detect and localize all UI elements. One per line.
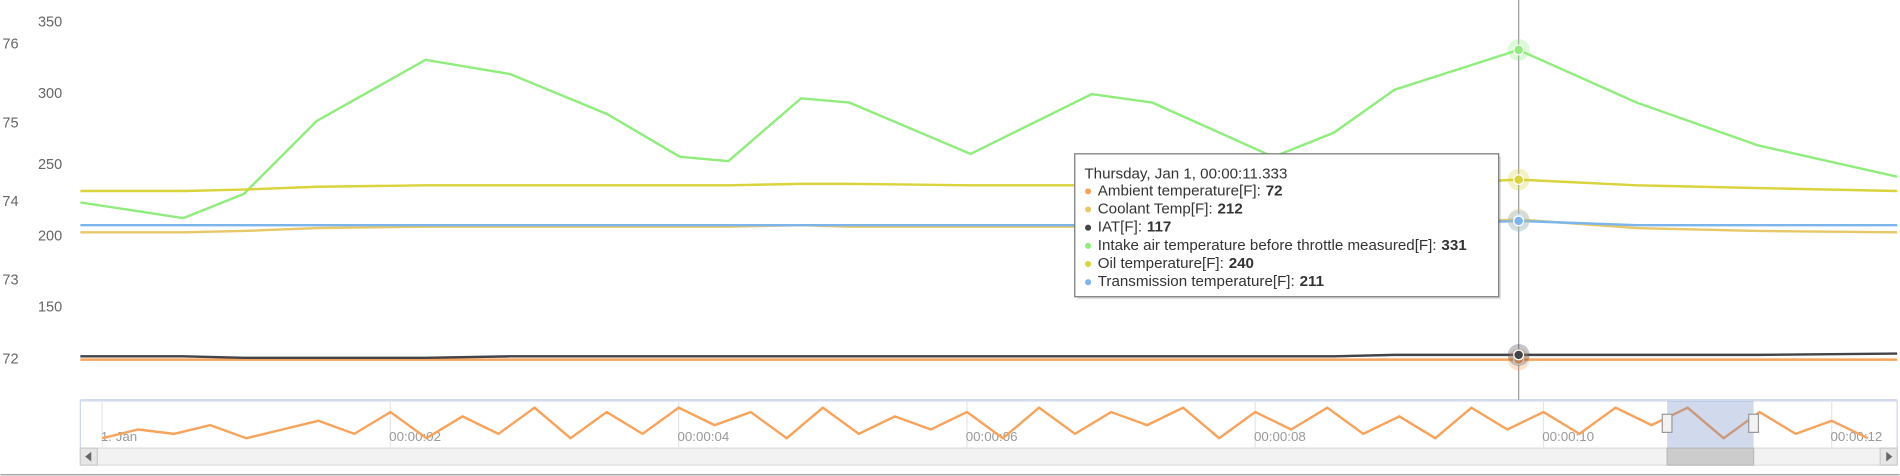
tooltip-value: 211 bbox=[1300, 273, 1324, 290]
tooltip-separator: : bbox=[1432, 237, 1436, 254]
scrollbar-thumb[interactable] bbox=[1666, 447, 1755, 466]
navigator-tick-label: 00:00:02 bbox=[389, 429, 441, 444]
y2-tick-label: 76 bbox=[2, 37, 18, 53]
tooltip-value: 117 bbox=[1147, 219, 1171, 236]
y2-tick-label: 74 bbox=[2, 194, 18, 210]
tooltip-name: Intake air temperature before throttle m… bbox=[1098, 237, 1433, 254]
navigator-mask bbox=[1667, 400, 1754, 449]
navigator-line bbox=[101, 406, 1869, 440]
y-tick-label: 300 bbox=[38, 86, 62, 102]
navigator-tick-label: 00:00:12 bbox=[1831, 429, 1883, 444]
tooltip-name: Ambient temperature[F] bbox=[1098, 182, 1257, 199]
tooltip-bullet bbox=[1085, 279, 1092, 286]
tooltip-item: IAT[F]: 117 bbox=[1098, 219, 1172, 236]
y-tick-label: 350 bbox=[38, 15, 62, 31]
arrow-right bbox=[1886, 451, 1893, 462]
y-tick-label: 200 bbox=[38, 228, 62, 244]
tooltip-value: 331 bbox=[1441, 237, 1466, 254]
tooltip-bullet bbox=[1085, 261, 1092, 268]
scrollbar-track[interactable] bbox=[79, 447, 1898, 466]
hover-point bbox=[1513, 215, 1525, 227]
hover-point bbox=[1513, 349, 1525, 361]
hover-point bbox=[1513, 44, 1525, 56]
y-tick-label: 150 bbox=[38, 300, 62, 316]
tooltip-name: Transmission temperature[F] bbox=[1098, 273, 1291, 290]
y2-tick-label: 73 bbox=[2, 273, 18, 289]
y2-tick-label: 72 bbox=[2, 351, 18, 367]
tooltip-bullet bbox=[1085, 188, 1092, 195]
tooltip-separator: : bbox=[1257, 182, 1261, 199]
navigator-tick-label: 00:00:04 bbox=[677, 429, 729, 444]
arrow-left bbox=[85, 451, 92, 462]
tooltip-name: Coolant Temp[F] bbox=[1098, 201, 1209, 218]
tooltip-separator: : bbox=[1291, 273, 1295, 290]
tooltip-bullet bbox=[1085, 224, 1092, 231]
tooltip-separator: : bbox=[1138, 219, 1142, 236]
tooltip-value: 72 bbox=[1266, 182, 1283, 199]
navigator-tick-label: 00:00:06 bbox=[966, 429, 1018, 444]
y-tick-label: 250 bbox=[38, 157, 62, 173]
navigator-handle[interactable] bbox=[1748, 413, 1760, 434]
tooltip-value: 212 bbox=[1218, 201, 1243, 218]
tooltip-item: Transmission temperature[F]: 211 bbox=[1098, 273, 1324, 290]
hover-point bbox=[1513, 174, 1525, 186]
series-line bbox=[80, 352, 1898, 359]
tooltip-item: Intake air temperature before throttle m… bbox=[1098, 237, 1467, 254]
tooltip-bullet bbox=[1085, 242, 1092, 249]
tooltip-separator: : bbox=[1208, 201, 1212, 218]
tooltip-item: Oil temperature[F]: 240 bbox=[1098, 255, 1254, 272]
navigator-handle[interactable] bbox=[1661, 413, 1673, 434]
tooltip-bullet bbox=[1085, 206, 1092, 213]
series-line bbox=[80, 178, 1898, 193]
tooltip-item: Coolant Temp[F]: 212 bbox=[1098, 201, 1243, 218]
tooltip-value: 240 bbox=[1229, 255, 1254, 272]
y2-tick-label: 75 bbox=[2, 115, 18, 131]
series-line bbox=[80, 48, 1898, 220]
tooltip-name: Oil temperature[F] bbox=[1098, 255, 1220, 272]
navigator-tick-label: 00:00:10 bbox=[1542, 429, 1594, 444]
tooltip-separator: : bbox=[1220, 255, 1224, 272]
tooltip-name: IAT[F] bbox=[1098, 219, 1138, 236]
series-line bbox=[80, 219, 1898, 227]
tooltip-box bbox=[1074, 153, 1500, 298]
tooltip-header: Thursday, Jan 1, 00:00:11.333 bbox=[1084, 165, 1287, 182]
navigator-tick-label: 00:00:08 bbox=[1254, 429, 1306, 444]
tooltip-item: Ambient temperature[F]: 72 bbox=[1098, 182, 1283, 199]
